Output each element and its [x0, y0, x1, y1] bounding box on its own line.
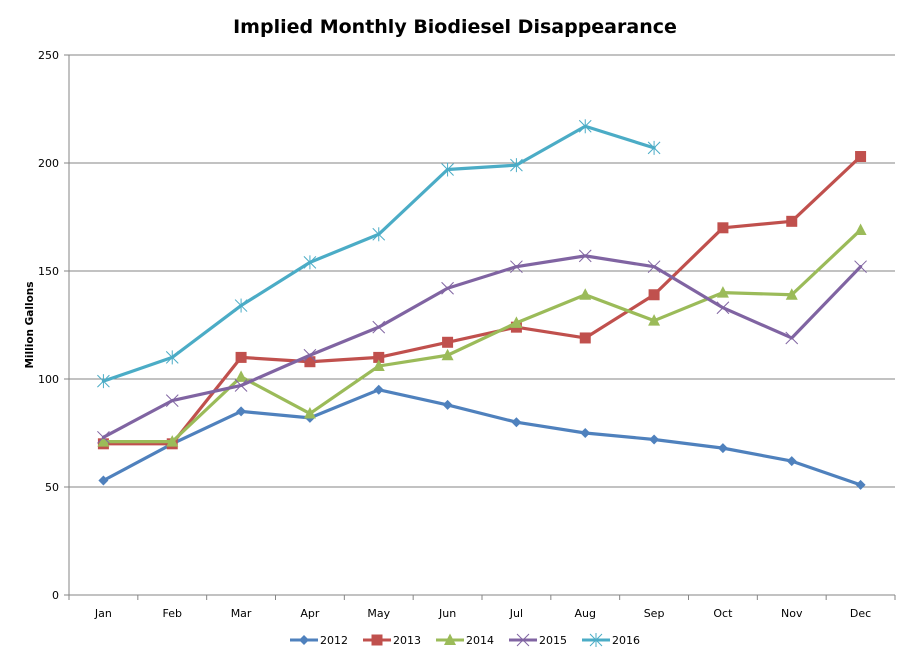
x-tick-label: Jun	[438, 607, 456, 620]
data-point-2014-sep	[648, 314, 661, 326]
y-axis-label: Million Gallons	[24, 281, 36, 368]
data-point-2014-jan	[97, 435, 110, 447]
data-point-2012-sep	[649, 434, 660, 445]
x-tick-label: Apr	[300, 607, 320, 620]
x-tick-label: Jul	[509, 607, 523, 620]
data-point-2012-aug	[580, 428, 591, 438]
data-point-2014-mar	[235, 370, 248, 382]
data-point-2014-dec	[854, 223, 867, 235]
data-point-2016-sep	[647, 140, 661, 155]
legend-label: 2012	[320, 634, 348, 647]
data-point-2015-jun	[441, 281, 454, 295]
data-point-2015-jul	[510, 260, 523, 274]
data-point-2012-dec	[855, 479, 866, 490]
data-point-2014-aug	[579, 288, 592, 300]
legend-marker-square-icon	[371, 634, 383, 646]
data-point-2015-jan	[97, 430, 110, 444]
data-point-2015-may	[372, 320, 386, 334]
legend-item-2013: 2013	[363, 634, 421, 647]
data-point-2013-nov	[786, 215, 798, 227]
x-tick-label: Oct	[713, 607, 733, 620]
x-tick-label: May	[367, 607, 390, 620]
data-point-2016-aug	[578, 119, 592, 134]
data-point-2015-mar	[234, 379, 248, 392]
data-point-2015-oct	[716, 301, 730, 315]
data-point-2013-oct	[717, 222, 729, 234]
data-point-2014-may	[372, 359, 385, 372]
legend-item-2015: 2015	[509, 633, 567, 647]
data-point-2016-mar	[234, 298, 248, 313]
y-tick-label: 0	[52, 589, 59, 602]
series-2016	[97, 119, 661, 389]
data-point-2014-jun	[441, 348, 454, 361]
x-tick-label: Sep	[644, 607, 665, 620]
data-point-2016-jul	[510, 158, 523, 173]
data-point-2015-nov	[785, 331, 799, 345]
x-tick-label: Mar	[231, 607, 252, 620]
data-point-2012-may	[373, 384, 384, 395]
data-point-2014-feb	[166, 435, 179, 447]
data-point-2013-apr	[304, 356, 316, 368]
legend-item-2016: 2016	[582, 633, 640, 647]
data-point-2015-dec	[854, 260, 867, 274]
series-line-2016	[101, 124, 656, 383]
chart-title: Implied Monthly Biodiesel Disappearance	[233, 16, 677, 38]
data-point-2012-mar	[236, 406, 247, 417]
data-point-2013-may	[373, 351, 385, 363]
data-point-2013-jun	[442, 336, 454, 348]
data-point-2014-oct	[716, 286, 729, 298]
data-point-2013-mar	[235, 351, 247, 363]
data-point-2016-feb	[165, 350, 179, 365]
legend-label: 2013	[393, 634, 421, 647]
data-point-2015-apr	[303, 348, 317, 362]
x-tick-label: Feb	[163, 607, 182, 620]
legend: 2012 2013 2014 2015 2016	[290, 633, 640, 647]
series-line-2013	[101, 154, 863, 446]
legend-item-2014: 2014	[436, 633, 494, 647]
data-point-2016-jan	[97, 374, 110, 389]
series-2012	[98, 384, 866, 490]
series-line-2015	[101, 254, 863, 439]
gridlines	[69, 54, 895, 488]
legend-label: 2016	[612, 634, 640, 647]
legend-item-2012: 2012	[290, 634, 348, 647]
data-point-2014-jul	[510, 316, 523, 328]
data-point-2014-nov	[785, 288, 798, 300]
data-point-2016-may	[372, 227, 386, 242]
data-point-2012-jan	[98, 475, 109, 486]
series-2015	[97, 249, 867, 444]
series-layer	[97, 119, 867, 490]
data-point-2013-aug	[579, 332, 591, 344]
y-tick-label: 200	[38, 157, 59, 170]
data-point-2015-sep	[647, 260, 661, 274]
series-line-2012	[101, 388, 863, 487]
data-point-2015-aug	[578, 249, 592, 263]
x-tick-label: Dec	[850, 607, 871, 620]
y-tick-label: 150	[38, 265, 59, 278]
y-tick-label: 100	[38, 373, 59, 386]
data-point-2012-oct	[717, 443, 728, 454]
data-point-2014-apr	[303, 407, 316, 419]
legend-marker-star-icon	[589, 633, 603, 647]
data-point-2015-feb	[165, 394, 179, 407]
x-tick-label: Aug	[575, 607, 596, 620]
legend-marker-x-icon	[516, 633, 530, 647]
data-point-2012-jun	[442, 399, 453, 410]
legend-marker-triangle-icon	[444, 633, 456, 645]
data-point-2012-jul	[511, 417, 522, 428]
data-point-2016-jun	[441, 162, 454, 177]
legend-label: 2014	[466, 634, 494, 647]
axes: 0 50 100 150 200 250 Jan Feb Mar Apr May Jun Jul Aug S…	[38, 49, 896, 620]
y-tick-label: 50	[45, 481, 59, 494]
data-point-2013-dec	[855, 151, 867, 163]
data-point-2012-nov	[786, 456, 797, 467]
data-point-2013-sep	[648, 289, 660, 301]
x-tick-label: Nov	[781, 607, 803, 620]
data-point-2016-apr	[303, 255, 317, 270]
x-tick-label: Jan	[94, 607, 112, 620]
y-tick-label: 250	[38, 49, 59, 62]
legend-label: 2015	[539, 634, 567, 647]
legend-marker-diamond-icon	[299, 635, 309, 645]
